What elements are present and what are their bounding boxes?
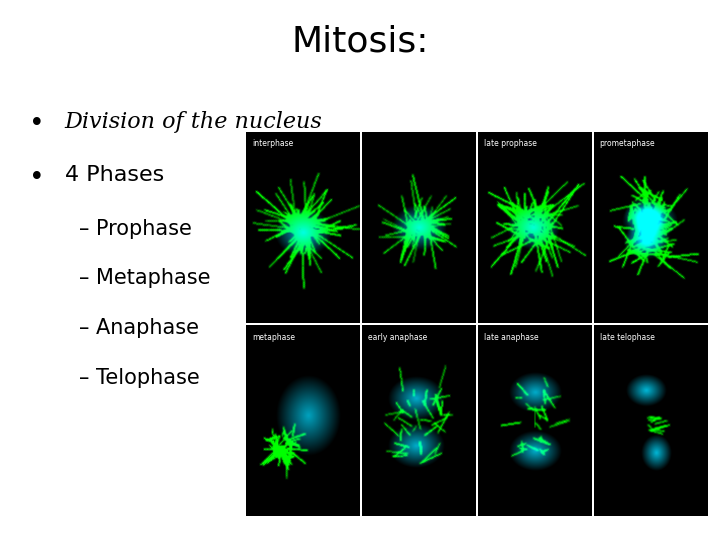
Text: late prophase: late prophase [484,139,536,148]
Text: – Prophase: – Prophase [79,219,192,239]
Text: early anaphase: early anaphase [368,333,427,342]
Text: Division of the nucleus: Division of the nucleus [65,111,323,133]
Text: 4 Phases: 4 Phases [65,165,164,185]
Text: •: • [29,111,45,137]
Text: •: • [29,165,45,191]
Text: Mitosis:: Mitosis: [292,24,428,58]
Text: interphase: interphase [252,139,293,148]
Text: – Metaphase: – Metaphase [79,268,211,288]
Text: prometaphase: prometaphase [600,139,655,148]
Text: late telophase: late telophase [600,333,654,342]
Text: late anaphase: late anaphase [484,333,539,342]
Text: – Telophase: – Telophase [79,368,200,388]
Text: – Anaphase: – Anaphase [79,318,199,338]
Text: metaphase: metaphase [252,333,295,342]
